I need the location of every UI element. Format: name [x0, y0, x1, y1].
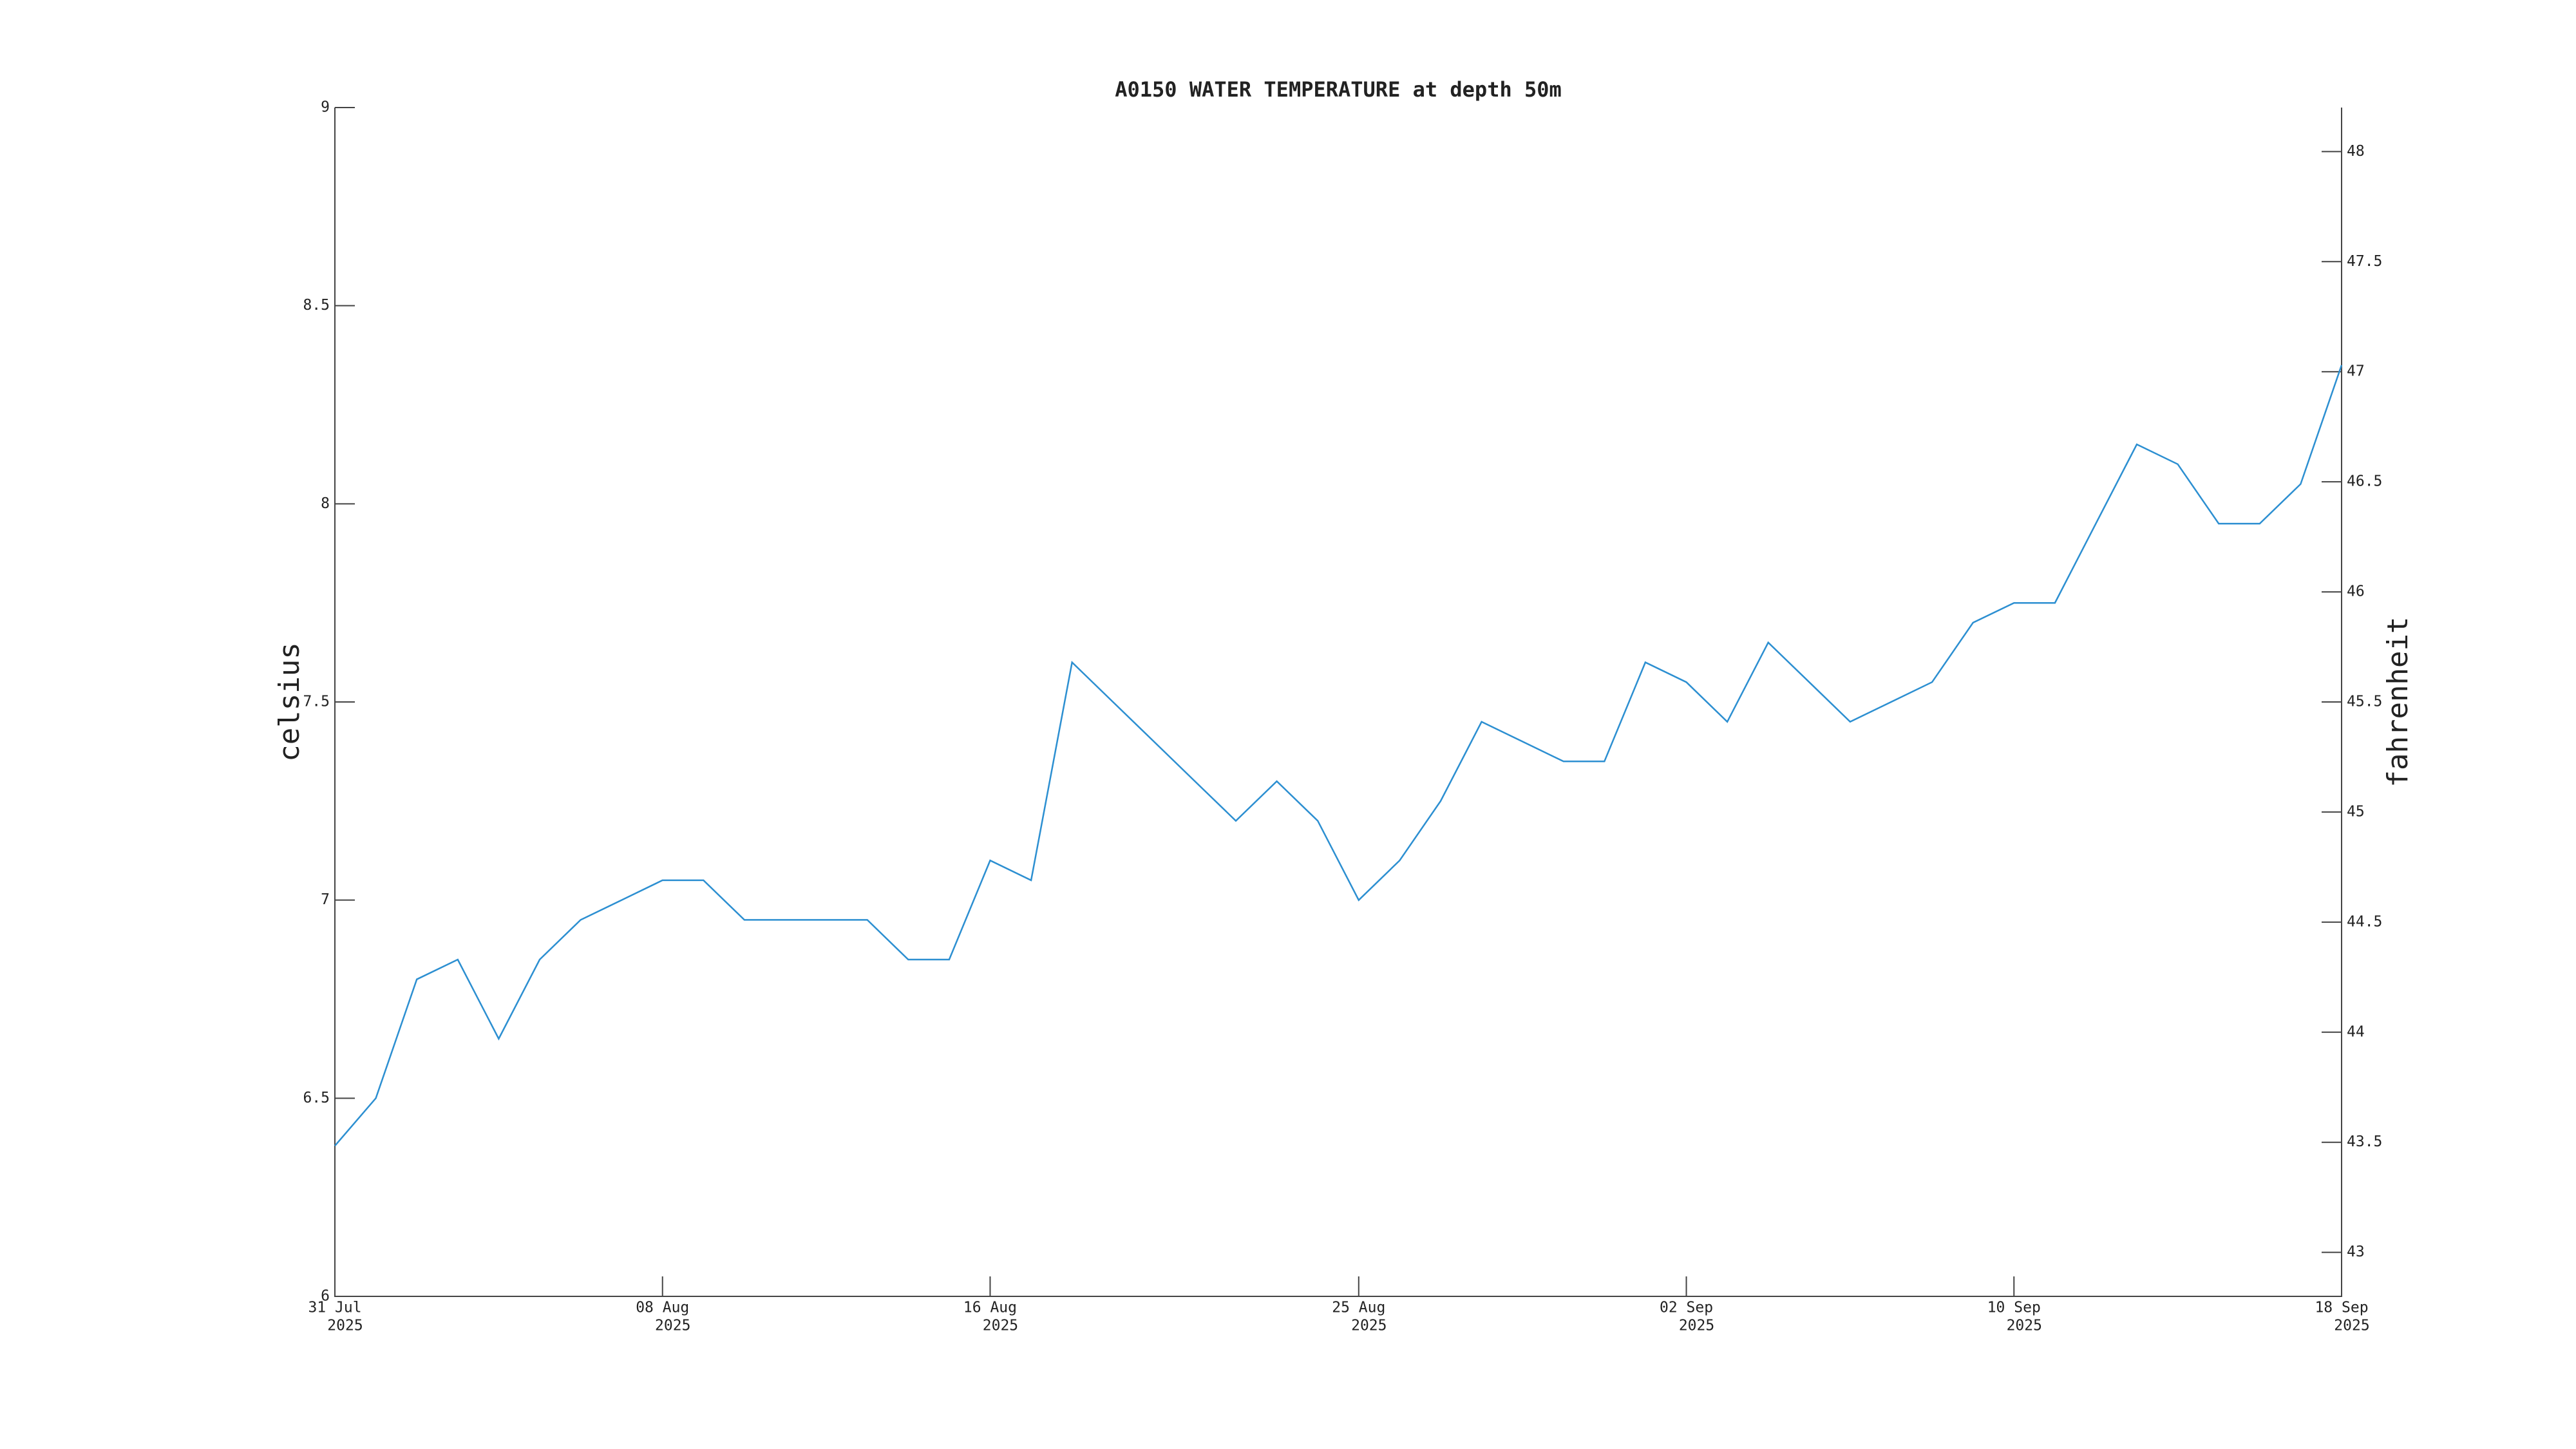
- y2-tick-label: 48: [2347, 143, 2365, 160]
- y-tick-label: 6: [321, 1288, 330, 1305]
- y2-tick-label: 45.5: [2347, 694, 2382, 710]
- x-tick-label: 02 Sep: [1660, 1300, 1713, 1316]
- y2-tick-label: 46: [2347, 583, 2365, 600]
- y-tick-label: 7.5: [303, 694, 330, 710]
- x-tick-label: 2025: [327, 1318, 363, 1334]
- x-tick-label: 16 Aug: [963, 1300, 1017, 1316]
- y-axis-label: celsius: [273, 642, 306, 761]
- y-tick-label: 6.5: [303, 1090, 330, 1106]
- y2-tick-label: 47: [2347, 363, 2365, 380]
- x-tick-label: 25 Aug: [1332, 1300, 1385, 1316]
- x-tick-label: 18 Sep: [2315, 1300, 2368, 1316]
- y2-tick-label: 46.5: [2347, 473, 2382, 490]
- y2-tick-label: 44.5: [2347, 913, 2382, 930]
- x-tick-label: 31 Jul: [308, 1300, 361, 1316]
- y2-tick-label: 43: [2347, 1244, 2365, 1260]
- x-tick-label: 2025: [2007, 1318, 2042, 1334]
- y2-tick-label: 43.5: [2347, 1133, 2382, 1150]
- axes-frame: [334, 108, 2342, 1297]
- x-tick-label: 08 Aug: [636, 1300, 689, 1316]
- y-tick-label: 8: [321, 495, 330, 512]
- data-line: [334, 365, 2343, 1147]
- y2-tick-label: 47.5: [2347, 253, 2382, 270]
- x-tick-label: 2025: [983, 1318, 1018, 1334]
- x-tick-label: 2025: [655, 1318, 690, 1334]
- y-tick-label: 9: [321, 99, 330, 116]
- x-tick-label: 10 Sep: [1987, 1300, 2041, 1316]
- y2-tick-label: 45: [2347, 803, 2365, 820]
- x-tick-label: 2025: [2334, 1318, 2369, 1334]
- y-tick-label: 8.5: [303, 297, 330, 314]
- chart-title: A0150 WATER TEMPERATURE at depth 50m: [1115, 77, 1562, 102]
- y2-tick-label: 44: [2347, 1023, 2365, 1040]
- y-tick-label: 7: [321, 891, 330, 908]
- y2-axis-label: fahrenheit: [2382, 617, 2414, 788]
- x-tick-label: 2025: [1679, 1318, 1714, 1334]
- x-tick-label: 2025: [1351, 1318, 1387, 1334]
